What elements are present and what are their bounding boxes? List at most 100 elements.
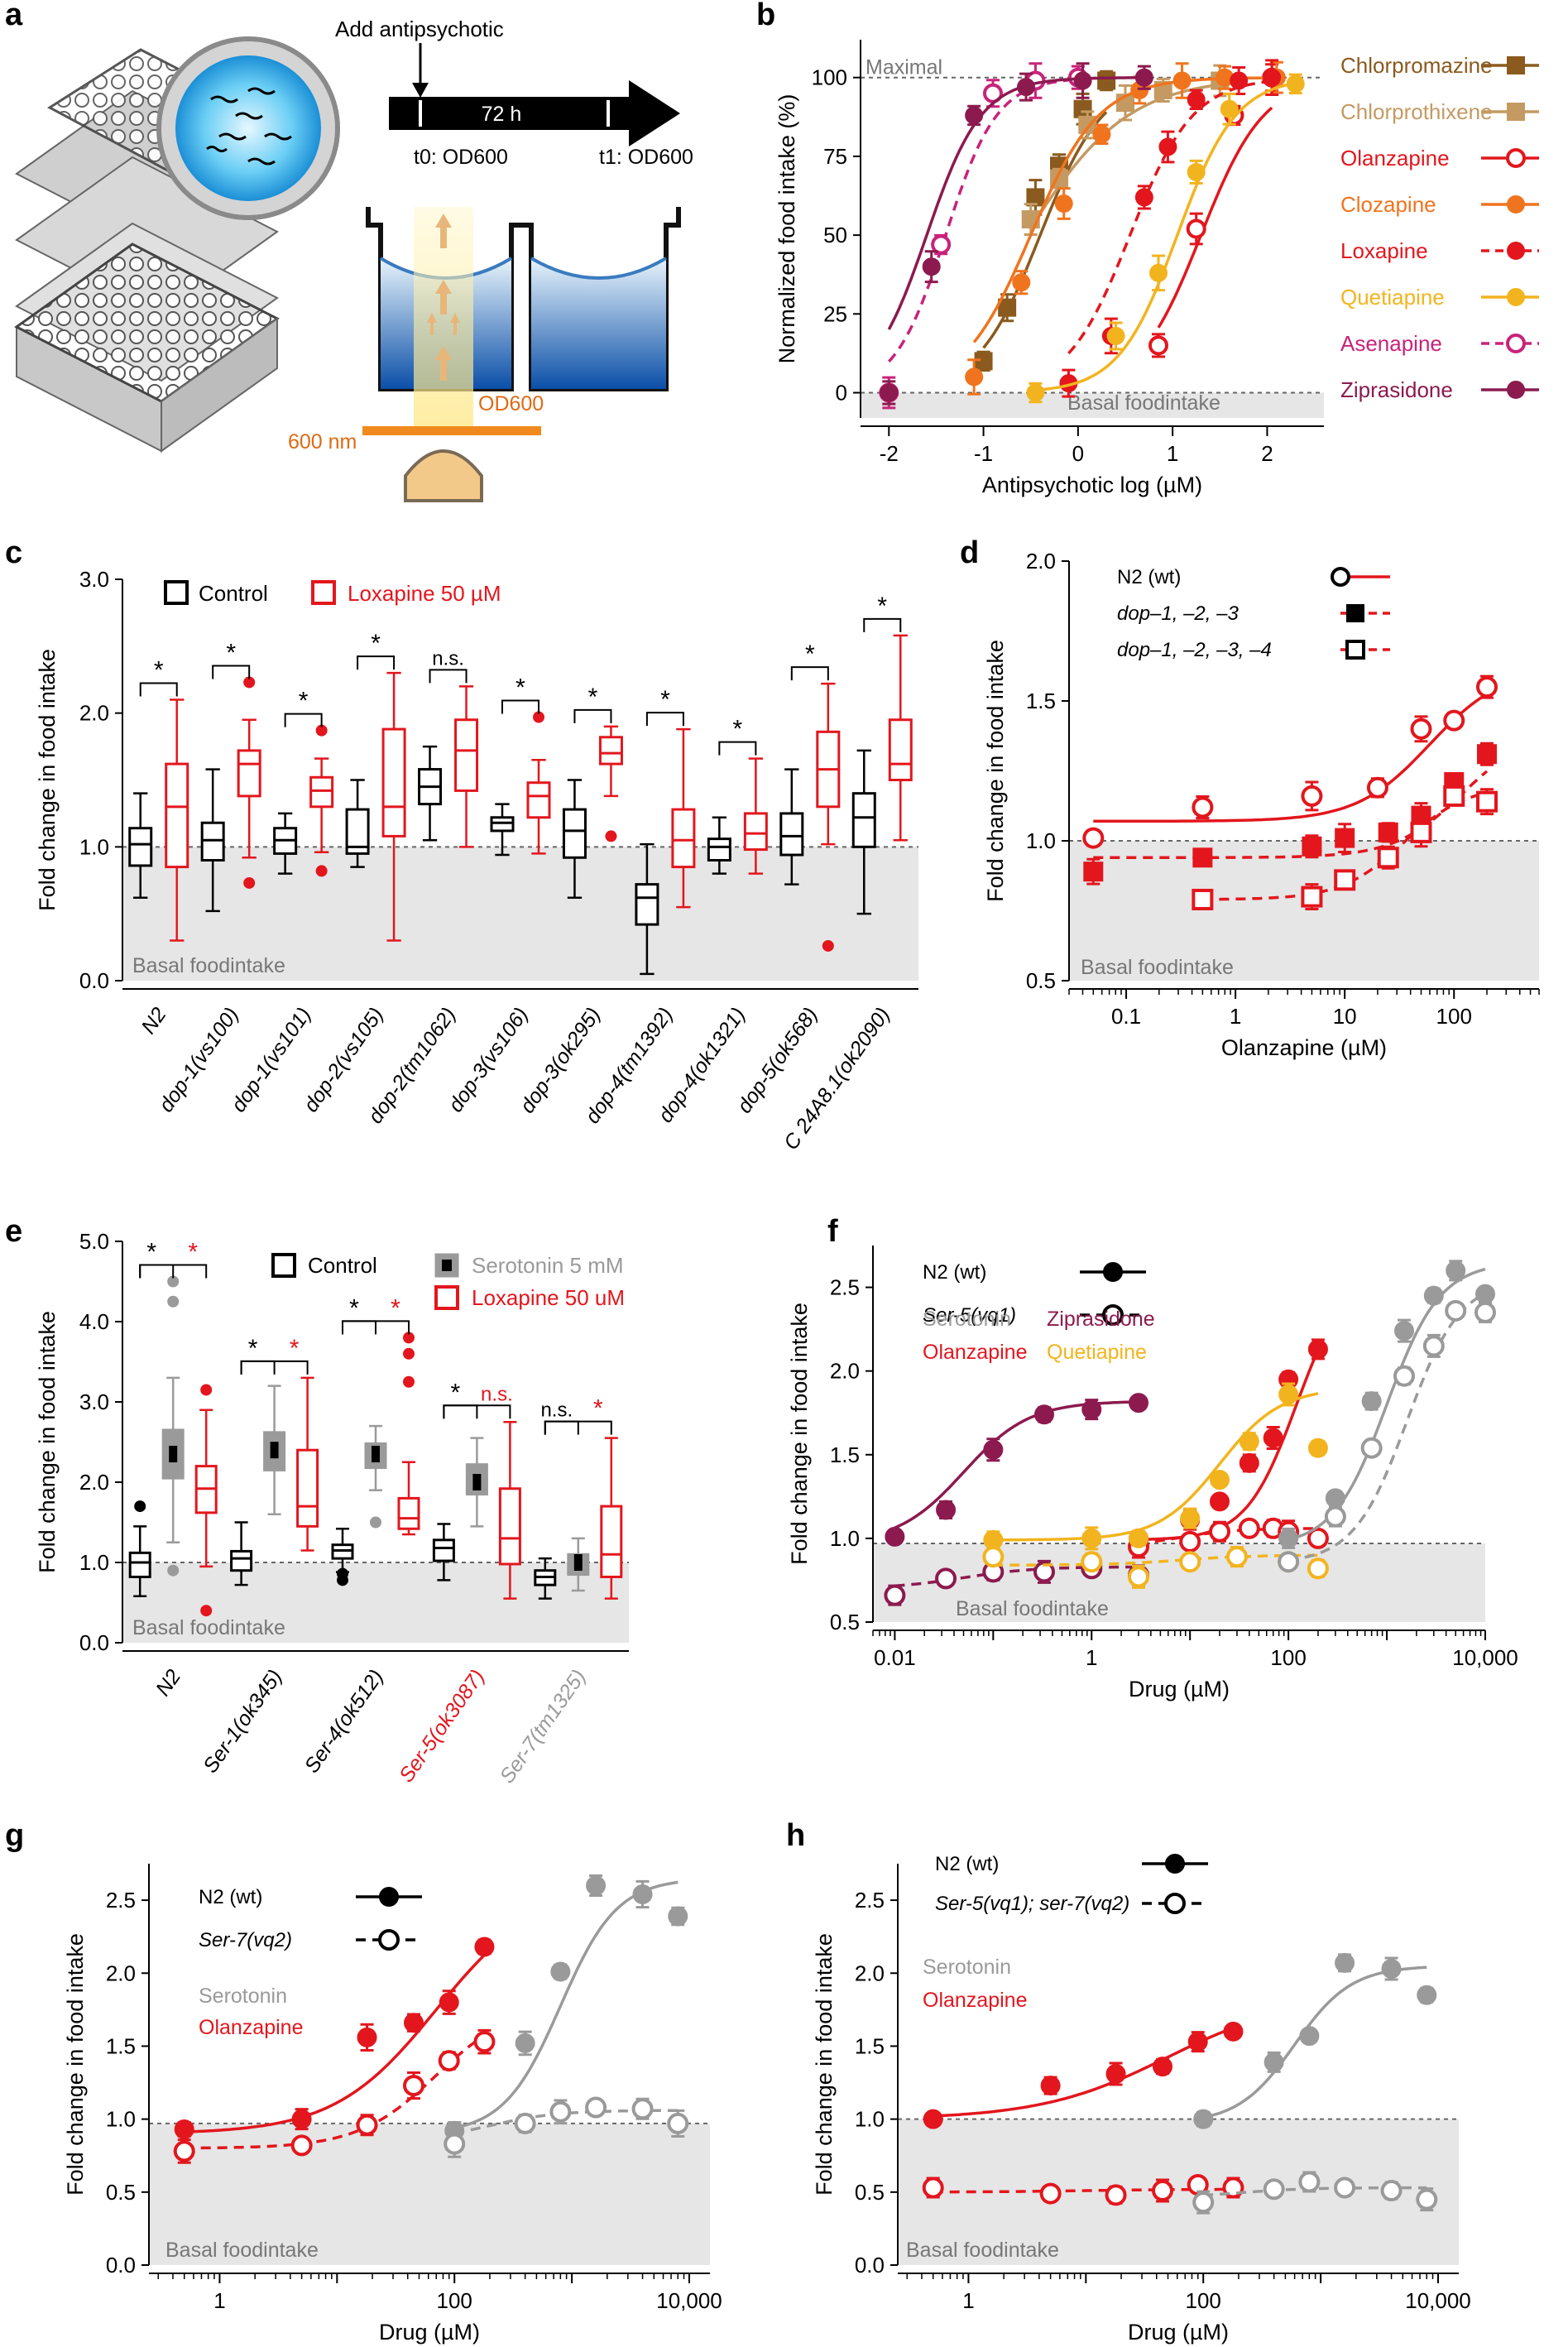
data-point: [1325, 1488, 1345, 1509]
significance-label: *: [146, 1239, 156, 1266]
data-point: [1239, 1452, 1259, 1473]
legend-drug: Serotonin: [923, 1956, 1011, 1979]
panel-label-d: d: [960, 535, 979, 570]
light-detector-icon: [404, 449, 483, 502]
data-point: [173, 2140, 195, 2162]
legend-marker: [1346, 604, 1364, 622]
legend-swatch: [164, 580, 189, 605]
category-group: *: [273, 688, 334, 877]
box: [490, 816, 515, 833]
data-point: [1209, 1470, 1230, 1490]
data-point: [1148, 335, 1168, 356]
category-group: *: [200, 639, 261, 913]
significance-bracket: [342, 1320, 410, 1335]
panel-label-f: f: [827, 1214, 838, 1249]
legend-label: Chlorprothixene: [1340, 99, 1493, 124]
legend-label: Ziprasidone: [1340, 377, 1453, 402]
data-point: [880, 383, 899, 402]
data-point: [1192, 796, 1214, 818]
panel-label-g: g: [5, 1818, 24, 1853]
data-point: [1475, 790, 1498, 813]
y-tick-label: 3.0: [79, 567, 109, 592]
data-point: [1026, 383, 1045, 402]
outlier: [370, 1516, 381, 1529]
x-tick-label: 1: [1167, 441, 1178, 466]
significance-label: *: [226, 639, 236, 666]
timeline-arrow-icon: [389, 43, 680, 146]
legend-drug: Olanzapine: [199, 2016, 303, 2039]
data-point: [974, 352, 993, 371]
series-loxapine: [1059, 59, 1282, 398]
box: [526, 781, 551, 819]
category-group: *: [128, 657, 189, 942]
y-axis-label: Fold change in food intake: [63, 1933, 88, 2196]
data-point: [1187, 2032, 1208, 2052]
data-point: [1394, 1321, 1415, 1341]
outlier: [533, 711, 544, 723]
x-tick-label: 100: [1186, 2288, 1221, 2313]
data-point: [1134, 68, 1153, 87]
data-point: [1039, 2182, 1062, 2205]
data-point: [438, 2050, 460, 2072]
panel-label-h: h: [786, 1818, 805, 1853]
fit-curve: [184, 1954, 486, 2133]
x-axis-label: Antipsychotic log (µM): [982, 473, 1202, 497]
basal-label: Basal foodintake: [165, 2239, 319, 2262]
data-point: [935, 1567, 957, 1590]
box: [165, 762, 189, 869]
panel-label-a: a: [5, 0, 23, 32]
data-point: [439, 1992, 459, 2013]
fit-curve: [1157, 106, 1273, 329]
outlier: [337, 1567, 348, 1580]
significance-label: *: [588, 684, 598, 711]
t1-label: t1: OD600: [599, 146, 693, 169]
data-point: [998, 298, 1017, 317]
data-point: [922, 257, 941, 276]
fit-curve: [184, 2034, 486, 2150]
median-mark: [270, 1442, 279, 1459]
data-point: [1476, 744, 1497, 765]
box: [128, 1551, 151, 1578]
significance-bracket: [443, 1404, 478, 1419]
category-group: *: [635, 686, 696, 976]
y-tick-label: 2.5: [855, 1888, 885, 1913]
data-point: [1335, 1952, 1355, 1973]
data-point: [965, 106, 984, 125]
significance-bracket: [240, 1360, 309, 1375]
basal-label: Basal foodintake: [906, 2239, 1059, 2262]
legend-label: N2 (wt): [1117, 566, 1181, 588]
basal-shading: [122, 847, 918, 981]
series-olanzapine-n2: [174, 1937, 495, 2139]
legend-swatch: [311, 580, 336, 605]
legend-marker: [1507, 381, 1525, 399]
fit-curve: [1287, 1267, 1486, 1542]
series-quetiapine-ser-5: [982, 1546, 1329, 1589]
legend-marker: [1507, 195, 1525, 214]
box: [562, 808, 587, 859]
outlier: [243, 876, 256, 889]
series-ziprasidone: [880, 62, 1153, 406]
median-mark: [169, 1446, 178, 1463]
series-serotonin-n2: [1193, 1952, 1437, 2129]
y-tick-label: 1.0: [1026, 828, 1056, 853]
worm-well-icon: [156, 36, 340, 220]
chart-c: Basal foodintake 0.0 1.0 2.0 3.0 Fold change …: [35, 567, 918, 1154]
series-n2-wt-: [1082, 674, 1498, 849]
legend-genotype: Ser-7(vq2): [199, 1929, 292, 1951]
legend-genotype: Ser-5(vq1): [923, 1304, 1016, 1327]
y-tick-label: 0.0: [79, 1630, 109, 1655]
x-tick-label: -2: [880, 441, 899, 466]
y-tick-label: 1.0: [106, 2107, 136, 2132]
y-tick-label: 1.0: [830, 1526, 860, 1551]
basal-label: Basal foodintake: [956, 1597, 1109, 1620]
data-point: [1278, 1528, 1299, 1548]
data-point: [1158, 137, 1177, 156]
data-point: [1446, 1260, 1466, 1281]
outlier: [605, 830, 617, 842]
data-point: [1263, 68, 1282, 87]
legend-label: Control: [199, 581, 268, 606]
box: [454, 718, 479, 792]
panel-label-c: c: [5, 535, 22, 570]
category-label: Ser-5(ok3087): [395, 1665, 489, 1787]
legend-label: dop–1, –2, –3: [1117, 602, 1239, 625]
